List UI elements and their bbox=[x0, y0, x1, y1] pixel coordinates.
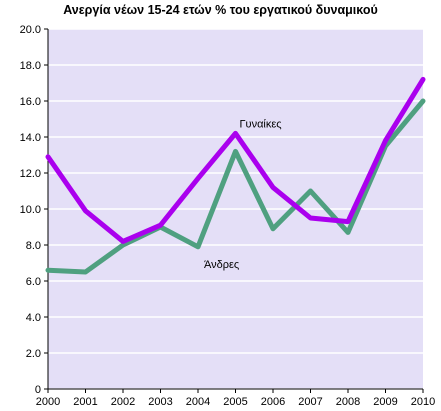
x-tick-label: 2004 bbox=[186, 396, 210, 408]
y-tick-label: 18.0 bbox=[20, 60, 41, 72]
x-tick-label: 2008 bbox=[336, 396, 360, 408]
y-tick-label: 4.0 bbox=[26, 312, 41, 324]
x-tick-label: 2010 bbox=[411, 396, 435, 408]
series-line-1 bbox=[45, 98, 426, 275]
y-tick-label: 16.0 bbox=[20, 96, 41, 108]
y-tick-label: 8.0 bbox=[26, 240, 41, 252]
x-tick-label: 2000 bbox=[36, 396, 60, 408]
y-tick-label: 6.0 bbox=[26, 276, 41, 288]
series-annotation: Γυναίκες bbox=[240, 118, 282, 130]
y-tick-label: 12.0 bbox=[20, 168, 41, 180]
y-tick-label: 2.0 bbox=[26, 348, 41, 360]
series-line-0 bbox=[45, 76, 426, 244]
y-tick-label: 0 bbox=[35, 384, 41, 396]
x-tick-label: 2007 bbox=[298, 396, 322, 408]
x-tick-label: 2002 bbox=[111, 396, 135, 408]
x-tick-label: 2003 bbox=[148, 396, 172, 408]
y-tick-label: 14.0 bbox=[20, 132, 41, 144]
y-tick-label: 10.0 bbox=[20, 204, 41, 216]
series-annotation: Άνδρες bbox=[204, 259, 239, 271]
x-tick-label: 2006 bbox=[261, 396, 285, 408]
x-tick-label: 2009 bbox=[373, 396, 397, 408]
x-tick-label: 2001 bbox=[73, 396, 97, 408]
chart-title: Ανεργία νέων 15-24 ετών % του εργατικού … bbox=[63, 3, 378, 17]
y-tick-label: 20.0 bbox=[20, 24, 41, 36]
x-tick-label: 2005 bbox=[223, 396, 247, 408]
